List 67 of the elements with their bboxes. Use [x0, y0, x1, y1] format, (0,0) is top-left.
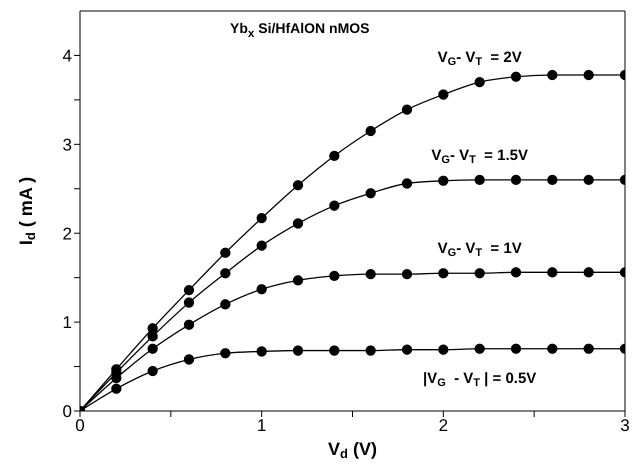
- point: [292, 345, 304, 356]
- point: [438, 268, 448, 278]
- point: [474, 174, 485, 186]
- point: [547, 267, 558, 278]
- point: [292, 275, 304, 286]
- text: Yb$_{x}$ Si/HfAlON nMOS: [230, 20, 370, 40]
- x-tick-label: 0: [75, 416, 85, 436]
- point: [402, 344, 412, 355]
- y-tick-label: 4: [62, 46, 72, 66]
- point: [366, 188, 376, 198]
- point: [438, 344, 448, 355]
- point: [184, 354, 194, 365]
- point: [584, 70, 594, 80]
- point: [292, 180, 304, 190]
- point: [256, 212, 267, 224]
- point: [220, 248, 230, 258]
- point: [547, 174, 558, 186]
- point: [584, 174, 594, 186]
- y-tick-label: 0: [62, 402, 72, 422]
- point: [184, 320, 194, 330]
- point: [366, 268, 376, 280]
- point: [184, 284, 194, 296]
- series-label: V$_{G}$- V$_{T}$ = 1.5V: [431, 146, 528, 166]
- point: [329, 150, 340, 162]
- point: [292, 218, 304, 229]
- point: [256, 346, 267, 357]
- y-tick-label: 2: [62, 224, 72, 244]
- point: [474, 76, 485, 88]
- point: [366, 126, 376, 136]
- point: [220, 299, 230, 310]
- point: [438, 176, 448, 186]
- y-tick-label: 3: [62, 135, 72, 154]
- point: [329, 200, 340, 211]
- point: [510, 72, 522, 82]
- point: [184, 297, 194, 308]
- point: [366, 345, 376, 356]
- series-label: V$_{G}$- V$_{T}$ = 1V: [438, 240, 522, 259]
- point: [510, 267, 522, 278]
- series-label: V$_{G}$- V$_{T}$ = 2V: [438, 49, 522, 68]
- point: [148, 366, 158, 376]
- point: [510, 344, 522, 354]
- point: [584, 267, 594, 278]
- point: [402, 178, 412, 189]
- point: [111, 384, 122, 394]
- point: [256, 284, 267, 294]
- x-tick-label: 1: [256, 416, 266, 436]
- x-axis-title: V$_{d}$ (V): [328, 439, 377, 462]
- point: [584, 344, 594, 354]
- point: [148, 344, 158, 354]
- point: [329, 270, 340, 282]
- point: [220, 268, 230, 278]
- point: [510, 174, 522, 186]
- point: [547, 70, 558, 80]
- x-tick-label: 3: [620, 416, 630, 436]
- point: [329, 345, 340, 356]
- point: [220, 348, 230, 358]
- point: [474, 268, 485, 278]
- x-tick-label: 2: [438, 416, 448, 436]
- point: [256, 240, 267, 251]
- point: [474, 344, 485, 354]
- point: [547, 344, 558, 354]
- point: [148, 331, 158, 342]
- point: [438, 89, 448, 100]
- point: [402, 104, 412, 115]
- series-label: |V$_{G}$ - V$_{T}$ | = 0.5V: [422, 370, 536, 389]
- y-tick-label: 1: [62, 313, 72, 332]
- point: [402, 268, 412, 280]
